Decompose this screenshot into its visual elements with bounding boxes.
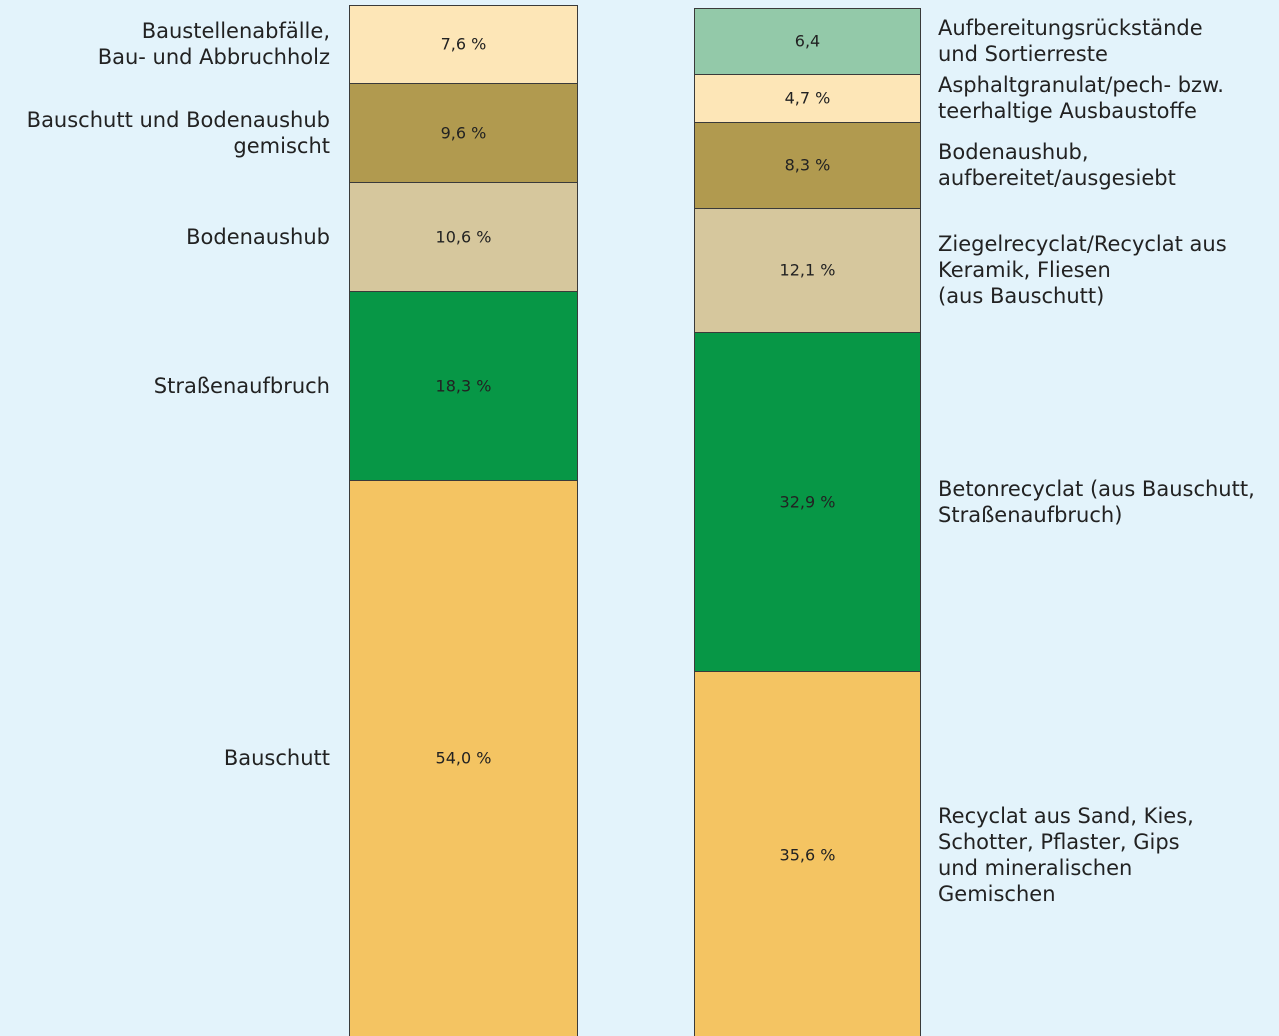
bar-segment bbox=[694, 332, 921, 673]
category-label: Bauschutt und Bodenaushub gemischt bbox=[26, 107, 330, 158]
value-label: 8,3 % bbox=[784, 155, 831, 175]
category-label: Bauschutt bbox=[223, 745, 330, 770]
value-label: 12,1 % bbox=[779, 260, 836, 280]
bar-segment bbox=[694, 8, 921, 75]
value-label: 54,0 % bbox=[435, 748, 492, 768]
bar-segment bbox=[349, 5, 578, 85]
bar-segment bbox=[349, 479, 578, 1036]
category-label: Ziegelrecyclat/Recyclat aus Keramik, Fli… bbox=[938, 232, 1227, 309]
category-label: Aufbereitungsrückstände und Sortierreste bbox=[938, 15, 1203, 66]
bar-segment bbox=[349, 83, 578, 184]
value-label: 9,6 % bbox=[440, 123, 487, 143]
value-label: 4,7 % bbox=[784, 88, 831, 108]
value-label: 6,4 bbox=[794, 31, 821, 51]
bar-segment bbox=[694, 122, 921, 209]
value-label: 35,6 % bbox=[779, 845, 836, 865]
value-label: 7,6 % bbox=[440, 34, 487, 54]
category-label: Betonrecyclat (aus Bauschutt, Straßenauf… bbox=[938, 476, 1255, 527]
bar-segment bbox=[349, 291, 578, 481]
value-label: 10,6 % bbox=[435, 227, 492, 247]
bar-segment bbox=[694, 671, 921, 1036]
category-label: Baustellenabfälle, Bau- und Abbruchholz bbox=[97, 19, 330, 70]
category-label: Bodenaushub, aufbereitet/ausgesiebt bbox=[938, 140, 1176, 191]
category-label: Straßenaufbruch bbox=[153, 373, 330, 398]
category-label: Recyclat aus Sand, Kies, Schotter, Pflas… bbox=[938, 803, 1194, 906]
category-label: Asphaltgranulat/pech- bzw. teerhaltige A… bbox=[938, 73, 1224, 124]
category-label: Bodenaushub bbox=[186, 224, 330, 249]
value-label: 32,9 % bbox=[779, 492, 836, 512]
bar-segment bbox=[694, 207, 921, 334]
value-label: 18,3 % bbox=[435, 376, 492, 396]
